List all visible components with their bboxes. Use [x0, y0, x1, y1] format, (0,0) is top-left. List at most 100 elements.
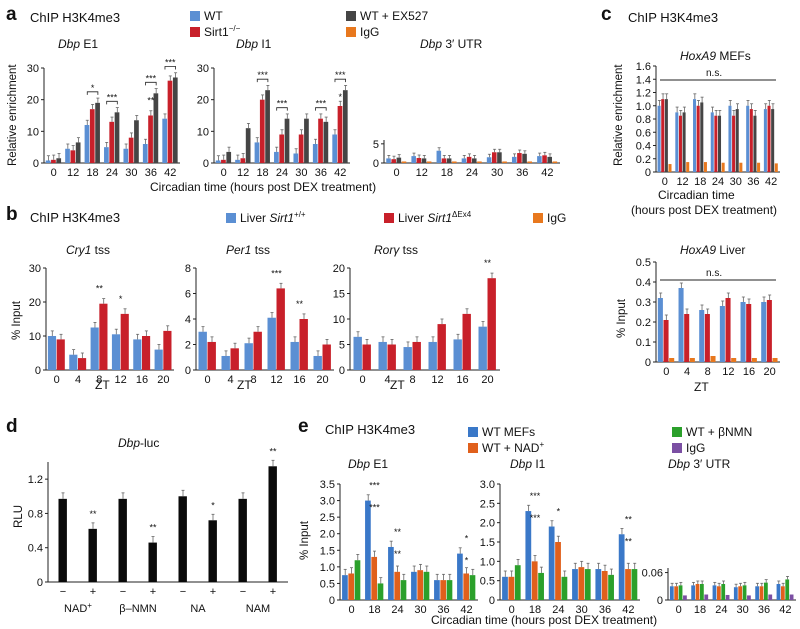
bar-a3-s1-c5 — [517, 153, 522, 163]
legend-text-b-1: Liver — [398, 211, 427, 225]
bar-a1-s0-c3 — [104, 147, 109, 163]
chart-title-a2: Dbp I1 — [236, 37, 272, 51]
x-tick-label-a1-1: 12 — [67, 167, 79, 179]
bar-b1-s0-c5 — [154, 349, 163, 370]
bar-b2-s1-c2 — [253, 331, 262, 370]
b-y-label: % Input — [11, 300, 23, 340]
y-tick-label-b1-1: 10 — [29, 331, 41, 343]
bar-c2-s2-c2 — [710, 356, 716, 362]
legend-label-e-1: WT + NAD+ — [482, 440, 544, 455]
bar-a1-s1-c3 — [109, 121, 115, 163]
bar-e3-s0-c2 — [712, 585, 717, 600]
bar-e2-s2-c3 — [584, 569, 591, 600]
bar-e2-s1-c2 — [555, 542, 561, 600]
legend-label-e-2: WT + βNMN — [686, 425, 752, 439]
bar-b2-s0-c1 — [221, 355, 230, 370]
bar-a2-s1-c4 — [298, 134, 304, 163]
y-tick-label-c1-4: 0.8 — [636, 114, 651, 126]
chart-title-suffix-b2: tss — [251, 243, 270, 257]
annotation-a2-3: *** — [335, 70, 346, 80]
y-tick-label-e1-0: 0 — [329, 595, 335, 607]
chart-title-suffix-c1: MEFs — [716, 49, 751, 63]
bar-a3-s0-c2 — [436, 150, 442, 163]
y-tick-label-c1-1: 0.2 — [636, 154, 651, 166]
bar-e2-s1-c3 — [578, 567, 585, 600]
x-tick-label-a3-6: 42 — [541, 167, 553, 179]
x-tick-label-e1-5: 42 — [460, 604, 472, 616]
x-tick-label-a3-3: 24 — [466, 167, 478, 179]
y-tick-label-a1-2: 20 — [27, 95, 39, 107]
bar-c1-s0-c6 — [763, 109, 767, 172]
legend-swatch-b-2 — [533, 213, 543, 223]
x-tick-label-b2-3: 12 — [270, 374, 282, 386]
y-tick-label-e2-6: 3.0 — [480, 479, 495, 491]
x-tick-label-a1-3: 24 — [106, 167, 118, 179]
bar-e3-s1-c0 — [674, 586, 679, 600]
bar-a3-s3-c5 — [527, 161, 532, 163]
bar-b3-s1-c2 — [412, 341, 421, 370]
bar-e1-s0-c0 — [342, 575, 348, 600]
bar-c1-s1-c2 — [696, 105, 700, 172]
bar-d-s0-c6 — [238, 498, 247, 582]
bar-b2-s1-c3 — [276, 288, 285, 370]
y-tick-label-b3-2: 10 — [333, 314, 345, 326]
chart-title-suffix-b3: tss — [399, 243, 418, 257]
chart-title-gene-e3: Dbp — [668, 457, 690, 471]
y-tick-label-c2-3: 0.3 — [636, 297, 651, 309]
bar-e1-s0-c2 — [388, 546, 394, 600]
b-x-label-2: ZT — [237, 378, 252, 392]
bar-a3-s3-c6 — [552, 161, 558, 163]
x-tick-label-e2-4: 36 — [599, 604, 611, 616]
annotation-e1-5: * — [465, 556, 469, 566]
bar-c2-s0-c2 — [699, 310, 705, 362]
legend-text-e-1: WT + NAD — [482, 441, 540, 455]
a-x-label: Circadian time (hours post DEX treatment… — [150, 180, 376, 194]
chart-title-b3: Rorγ tss — [374, 243, 418, 257]
bar-e2-s2-c4 — [608, 574, 614, 600]
chart-title-b1: Cry1 tss — [66, 243, 110, 257]
bar-c2-s0-c0 — [657, 298, 663, 362]
bar-e2-s2-c0 — [514, 565, 521, 600]
annotation-a2-0: *** — [257, 70, 268, 80]
y-tick-label-c1-8: 1.6 — [636, 61, 651, 73]
bar-a3-s1-c6 — [542, 155, 547, 163]
chart-title-e3: Dbp 3′ UTR — [668, 457, 731, 471]
x-tick-label-b3-0: 0 — [359, 374, 365, 386]
bar-e3-s2-c0 — [678, 585, 683, 600]
x-tick-label-a3-5: 36 — [516, 167, 528, 179]
bar-b3-s0-c5 — [478, 326, 487, 370]
chart-title-gene-b3: Rorγ — [374, 243, 400, 257]
bar-e1-s2-c2 — [400, 580, 407, 600]
bar-a2-s2-c1 — [245, 128, 251, 163]
chart-title-e2: Dbp I1 — [510, 457, 546, 471]
panel-letter-a: a — [6, 4, 17, 25]
bar-d-s0-c5 — [208, 520, 217, 582]
bar-e2-s1-c4 — [601, 571, 608, 600]
title-d-gene: Dbp — [118, 436, 140, 450]
legend-label-e-3: IgG — [686, 441, 705, 455]
panel-letter-e: e — [298, 416, 309, 437]
bar-e3-s3-c2 — [725, 594, 730, 600]
title-e: ChIP H3K4me3 — [325, 422, 415, 437]
bar-c2-s1-c1 — [684, 314, 690, 362]
y-tick-label-c1-7: 1.4 — [636, 74, 651, 86]
bar-e2-s0-c4 — [595, 569, 602, 600]
annotation-a2-1: *** — [277, 99, 288, 109]
chart-title-suffix-c2: Liver — [716, 243, 745, 257]
bar-b1-s1-c4 — [142, 336, 151, 370]
bar-e1-s1-c0 — [348, 573, 355, 600]
x-tick-label-e2-1: 18 — [529, 604, 541, 616]
bar-e3-s2-c4 — [764, 582, 768, 600]
legend-text-a-1: Sirt1 — [204, 25, 229, 39]
x-tick-label-e1-2: 24 — [391, 604, 403, 616]
annotation-e1-3: ** — [394, 549, 402, 559]
y-tick-label-b3-1: 5 — [339, 340, 345, 352]
y-tick-label-b3-0: 0 — [339, 365, 345, 377]
title-b: ChIP H3K4me3 — [30, 210, 120, 225]
y-tick-label-e1-5: 2.5 — [320, 512, 335, 524]
annotation-e2-1: *** — [530, 513, 541, 523]
annotation-a1-4: *** — [165, 58, 176, 68]
bar-b3-s1-c3 — [437, 324, 446, 370]
bar-e3-s3-c5 — [789, 594, 794, 600]
